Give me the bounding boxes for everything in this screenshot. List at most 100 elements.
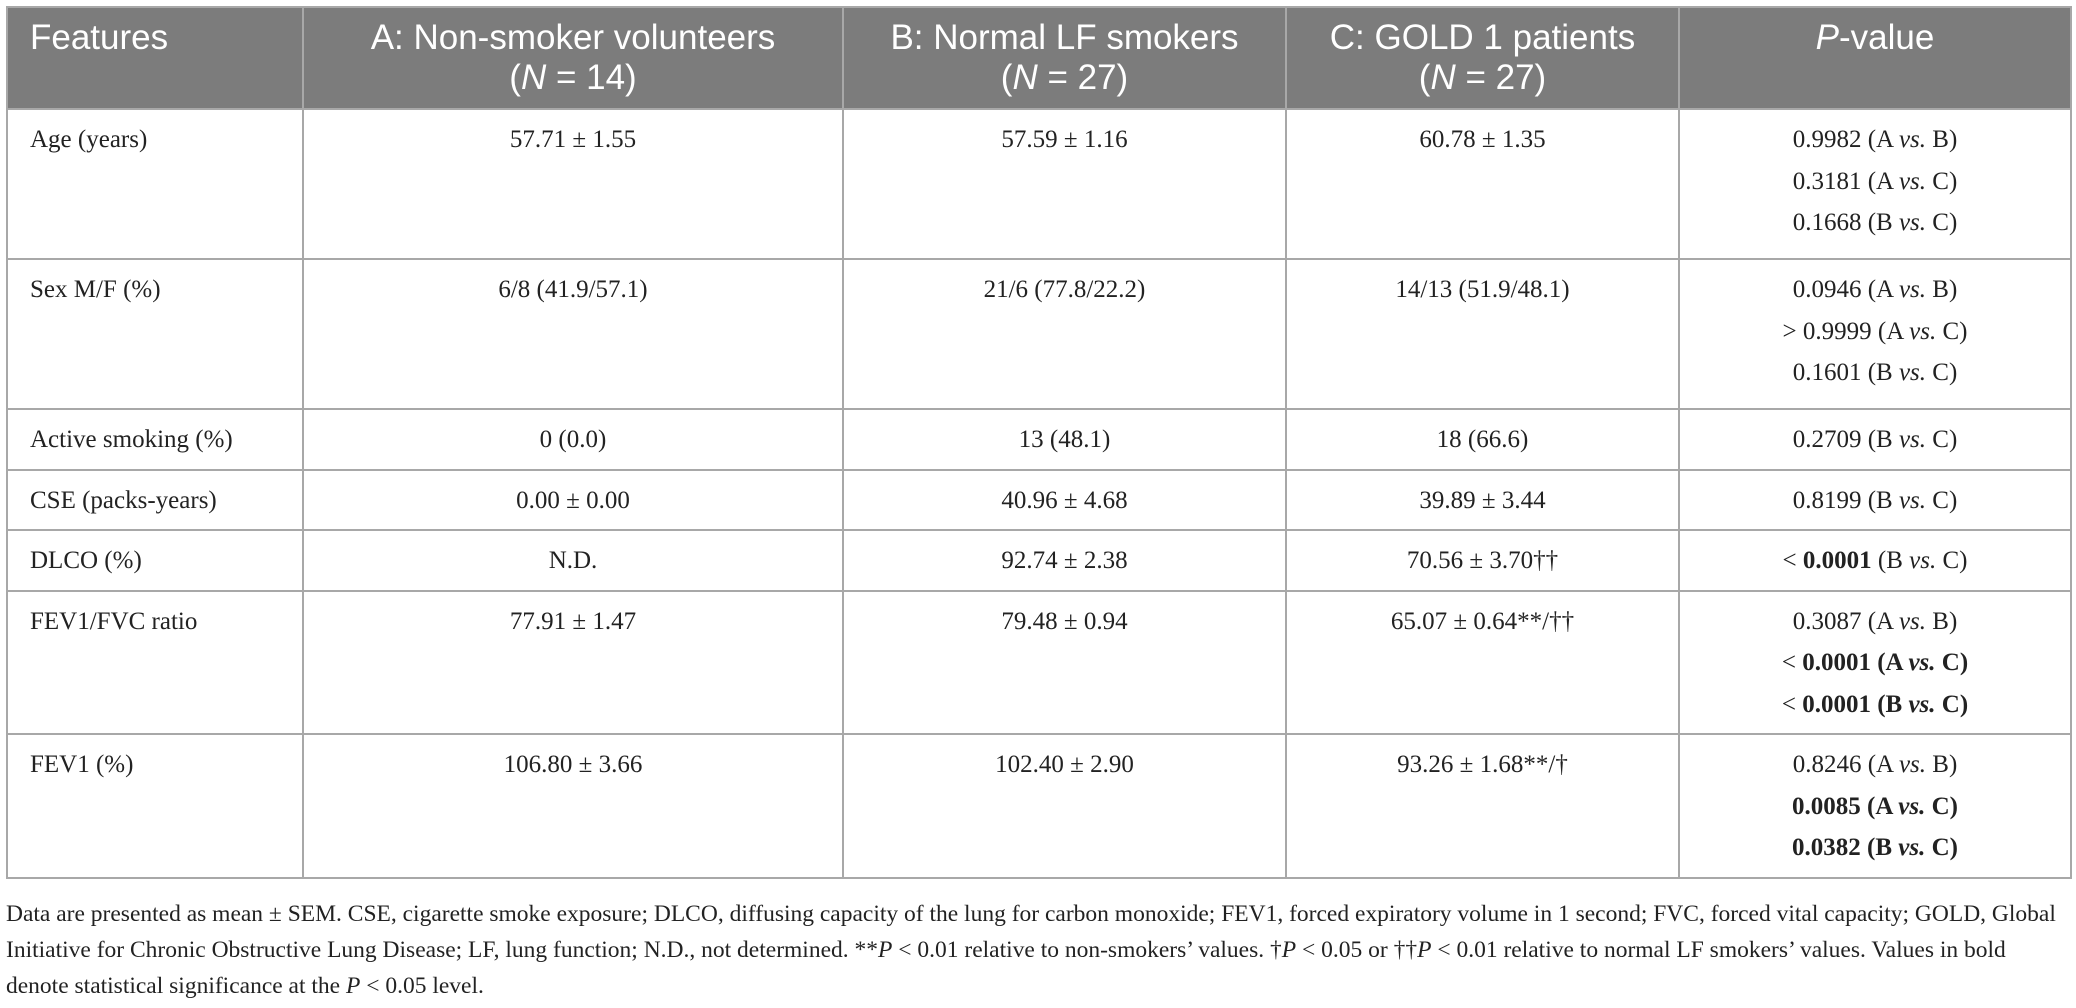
header-group-b-n-open: ( xyxy=(1000,58,1013,97)
feature-cell: FEV1 (%) xyxy=(6,733,304,879)
versus-label: vs. xyxy=(1898,792,1926,820)
p-value-line: 0.3181 (A vs. C) xyxy=(1690,161,2060,203)
header-group-b-title: B: Normal LF smokers xyxy=(890,18,1239,57)
header-group-a-title: A: Non-smoker volunteers xyxy=(370,18,776,57)
feature-cell: Sex M/F (%) xyxy=(6,258,304,410)
p-value-comparison: (A vs. B) xyxy=(1861,276,1958,303)
header-features-label: Features xyxy=(30,18,169,57)
versus-label: vs. xyxy=(1909,547,1937,574)
p-value-line: < 0.0001 (B vs. C) xyxy=(1690,684,2060,726)
p-value-comparison: (A vs. C) xyxy=(1860,792,1958,820)
group-c-cell: 70.56 ± 3.70†† xyxy=(1285,529,1680,592)
comparison-group-2: C xyxy=(1932,209,1949,236)
p-value-line: 0.8246 (A vs. B) xyxy=(1690,744,2060,786)
footnote-p-symbol: P xyxy=(345,973,361,999)
p-value-comparison: (A vs. C) xyxy=(1871,317,1968,345)
group-b-cell: 21/6 (77.8/22.2) xyxy=(842,258,1287,410)
versus-label: vs. xyxy=(1898,751,1927,778)
p-value-number: 0.1668 xyxy=(1792,209,1862,236)
versus-label: vs. xyxy=(1909,317,1937,345)
table-row: Age (years) 57.71 ± 1.55 57.59 ± 1.16 60.78… xyxy=(6,108,2072,260)
comparison-group-1: B xyxy=(1876,426,1893,453)
p-value-number: 0.0001 xyxy=(1802,547,1872,574)
comparison-group-1: B xyxy=(1875,834,1893,861)
header-group-b-n-value: = 27) xyxy=(1037,58,1129,97)
comparison-group-1: B xyxy=(1876,486,1893,514)
versus-label: vs. xyxy=(1898,834,1926,861)
header-p-symbol: P xyxy=(1815,18,1840,57)
header-group-b-n-symbol: N xyxy=(1012,58,1038,97)
p-value-comparison: (B vs. C) xyxy=(1861,426,1958,453)
p-value-line: 0.3087 (A vs. B) xyxy=(1690,601,2060,643)
p-value-comparison: (A vs. C) xyxy=(1861,167,1958,195)
p-value-line: 0.0382 (B vs. C) xyxy=(1690,827,2060,869)
header-p-value: P-value xyxy=(1678,6,2072,110)
p-value-comparison: (B vs. C) xyxy=(1861,359,1958,386)
footnote-p-symbol: P xyxy=(1281,937,1297,963)
header-group-c-title: C: GOLD 1 patients xyxy=(1329,18,1636,57)
p-value-number: 0.0001 xyxy=(1802,649,1871,676)
table-footnote: Data are presented as mean ± SEM. CSE, c… xyxy=(6,896,2070,1004)
header-group-c-n-value: = 27) xyxy=(1455,58,1547,97)
footnote-text: Data are presented as mean ± SEM. CSE, c… xyxy=(6,901,2056,963)
p-value-number: 0.1601 xyxy=(1792,359,1862,386)
p-value-prefix: < xyxy=(1781,649,1803,676)
group-c-cell: 60.78 ± 1.35 xyxy=(1285,108,1680,260)
versus-label: vs. xyxy=(1898,276,1927,303)
comparison-group-2: B xyxy=(1932,751,1949,778)
comparison-group-1: A xyxy=(1875,792,1893,820)
feature-cell: Age (years) xyxy=(6,108,304,260)
comparison-group-2: B xyxy=(1932,276,1949,303)
p-value-line: > 0.9999 (A vs. C) xyxy=(1690,311,2060,353)
comparison-group-2: C xyxy=(1932,426,1949,453)
p-value-comparison: (B vs. C) xyxy=(1870,690,1969,718)
group-a-cell: 57.71 ± 1.55 xyxy=(302,108,844,260)
footnote-text: < 0.05 level. xyxy=(360,973,484,999)
comparison-group-1: B xyxy=(1876,359,1893,386)
p-value-comparison: (A vs. B) xyxy=(1861,751,1958,778)
comparison-group-1: B xyxy=(1885,690,1903,718)
header-p-label: -value xyxy=(1839,18,1935,57)
table-header: Features A: Non-smoker volunteers (N = 1… xyxy=(6,6,2072,110)
versus-label: vs. xyxy=(1898,426,1927,453)
p-value-cell: 0.2709 (B vs. C) xyxy=(1678,408,2072,471)
feature-cell: FEV1/FVC ratio xyxy=(6,589,304,735)
feature-cell: DLCO (%) xyxy=(6,529,304,592)
p-value-number: 0.0946 xyxy=(1792,276,1862,303)
p-value-comparison: (B vs. C) xyxy=(1861,209,1958,236)
comparison-group-2: C xyxy=(1932,359,1949,386)
p-value-cell: 0.8246 (A vs. B) 0.0085 (A vs. C) 0.0382 (… xyxy=(1678,733,2072,879)
comparison-group-2: C xyxy=(1942,547,1960,574)
group-a-cell: 106.80 ± 3.66 xyxy=(302,733,844,879)
comparison-group-1: A xyxy=(1885,649,1903,676)
comparison-group-2: C xyxy=(1932,486,1949,514)
group-c-cell: 93.26 ± 1.68**/† xyxy=(1285,733,1680,879)
table-row: CSE (packs-years) 0.00 ± 0.00 40.96 ± 4.68… xyxy=(6,468,2072,531)
p-value-cell: < 0.0001 (B vs. C) xyxy=(1678,529,2072,592)
p-value-cell: 0.0946 (A vs. B) > 0.9999 (A vs. C) 0.1601… xyxy=(1678,258,2072,410)
p-value-line: 0.2709 (B vs. C) xyxy=(1690,419,2060,461)
p-value-number: 0.8199 xyxy=(1792,486,1862,514)
header-group-a: A: Non-smoker volunteers (N = 14) xyxy=(302,6,844,110)
group-a-cell: 0 (0.0) xyxy=(302,408,844,471)
feature-cell: Active smoking (%) xyxy=(6,408,304,471)
p-value-line: < 0.0001 (B vs. C) xyxy=(1690,540,2060,582)
group-b-cell: 92.74 ± 2.38 xyxy=(842,529,1287,592)
p-value-comparison: (B vs. C) xyxy=(1871,547,1968,574)
group-b-cell: 57.59 ± 1.16 xyxy=(842,108,1287,260)
p-value-line: 0.0085 (A vs. C) xyxy=(1690,786,2060,828)
versus-label: vs. xyxy=(1898,126,1927,153)
footnote-text: < 0.01 relative to non-smokers’ values. … xyxy=(892,937,1282,963)
footnote-text: < 0.01 relative to normal LF smokers’ va… xyxy=(6,937,2006,999)
group-a-cell: 77.91 ± 1.47 xyxy=(302,589,844,735)
versus-label: vs. xyxy=(1898,607,1927,635)
table-row: Active smoking (%) 0 (0.0) 13 (48.1) 18 (66… xyxy=(6,408,2072,471)
table-body: Age (years) 57.71 ± 1.55 57.59 ± 1.16 60.78… xyxy=(6,108,2072,879)
header-row: Features A: Non-smoker volunteers (N = 1… xyxy=(6,6,2072,110)
header-group-c-n-symbol: N xyxy=(1430,58,1456,97)
footnote-p-symbol: P xyxy=(878,937,893,963)
p-value-cell: 0.3087 (A vs. B) < 0.0001 (A vs. C) < 0.00… xyxy=(1678,589,2072,735)
header-features: Features xyxy=(6,6,304,110)
versus-label: vs. xyxy=(1898,167,1927,195)
p-value-prefix: < xyxy=(1781,690,1803,718)
